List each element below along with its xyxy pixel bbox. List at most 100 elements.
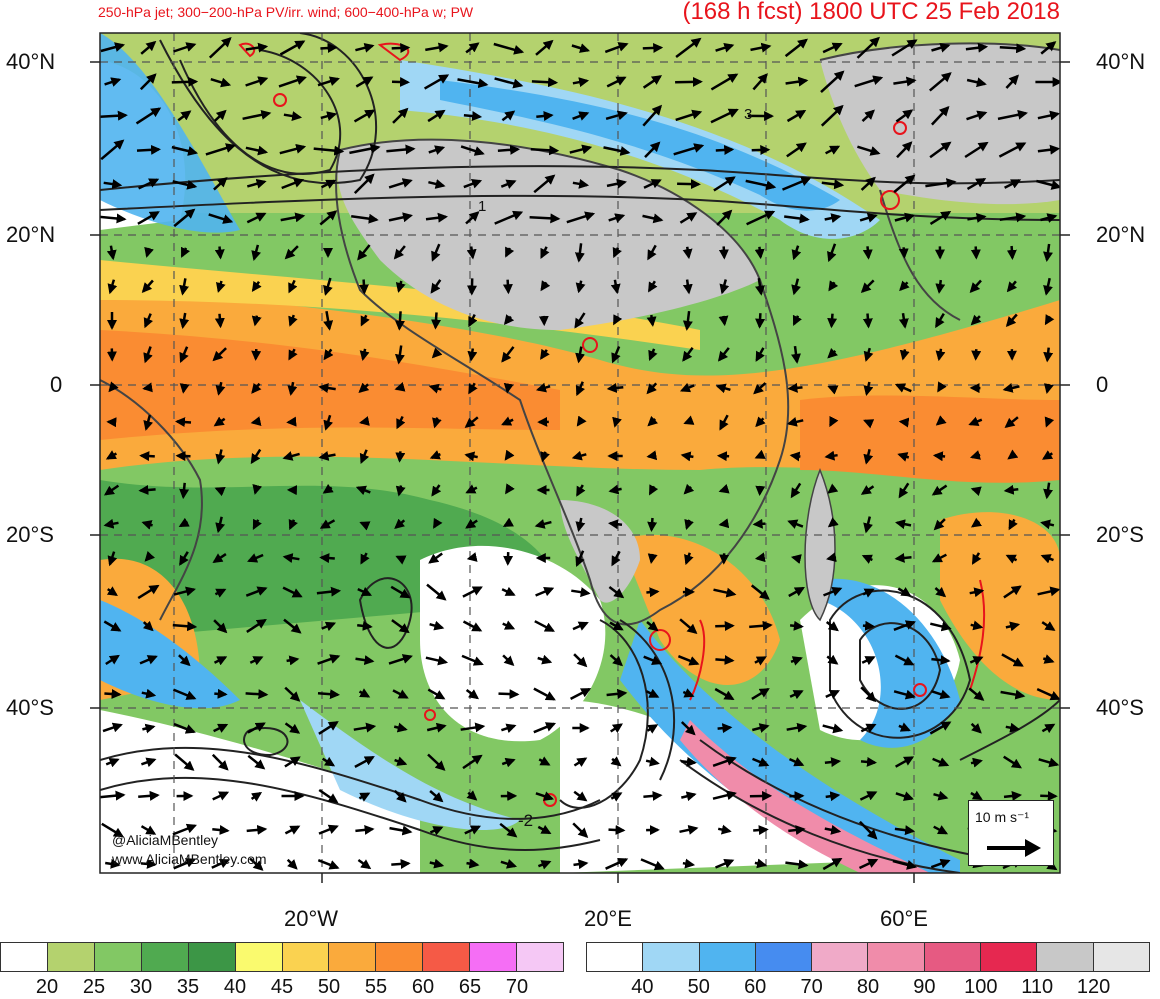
wind-vector: [715, 42, 735, 53]
wind-vector: [540, 348, 550, 360]
wind-vector: [1004, 416, 1019, 429]
wind-vector: [755, 347, 765, 362]
wind-vector: [172, 179, 198, 190]
wind-vector: [749, 620, 773, 631]
wind-vector: [142, 382, 153, 393]
wind-vector: [215, 381, 226, 396]
wind-vector: [503, 314, 515, 326]
wind-vector: [894, 654, 915, 666]
lon-label-60e: 60°E: [880, 906, 928, 931]
wind-vector: [359, 348, 370, 362]
wind-vector: [429, 790, 444, 803]
wind-vector: [609, 621, 624, 631]
wind-vector: [791, 278, 801, 296]
wind-vector: [359, 521, 371, 531]
wind-vector: [284, 825, 301, 835]
wind-vector: [323, 348, 334, 361]
wind-vector: [675, 37, 702, 58]
wind-vector: [679, 824, 699, 835]
wind-vector: [647, 244, 657, 261]
wind-vector: [423, 74, 450, 90]
wind-vector: [752, 73, 768, 91]
wind-vector: [1002, 383, 1020, 393]
wind-vector: [863, 449, 874, 465]
colorbar-tick-label: 70: [800, 976, 823, 998]
wind-vector: [970, 246, 981, 260]
wind-vector: [540, 280, 551, 292]
wind-vector: [642, 75, 663, 89]
wind-vector: [282, 553, 300, 564]
wind-vector: [605, 858, 629, 870]
wind-vector: [863, 419, 875, 429]
wind-vector: [1038, 757, 1060, 768]
wind-vector: [322, 483, 334, 494]
wind-vector: [929, 141, 952, 159]
wind-vector: [891, 39, 918, 57]
wind-vector: [893, 174, 916, 194]
wind-vector: [355, 76, 374, 88]
wind-vector: [898, 482, 910, 499]
watermark-handle: @AliciaMBentley: [112, 832, 219, 848]
wind-vector: [898, 722, 911, 732]
colorbar-tick-label: 45: [270, 976, 294, 998]
wind-vector: [970, 722, 982, 734]
wind-vector: [606, 76, 627, 88]
wind-vector: [284, 756, 301, 768]
wind-vector: [396, 415, 406, 430]
wind-vector: [140, 858, 157, 869]
wind-vector: [137, 584, 160, 600]
wind-vector: [212, 347, 227, 362]
wind-vector: [429, 826, 444, 836]
wind-vector: [205, 143, 237, 156]
wind-vector: [250, 791, 263, 802]
wind-vector: [100, 110, 128, 121]
wind-vector: [395, 485, 406, 497]
wind-vector: [575, 280, 586, 294]
wind-vector: [103, 620, 122, 632]
wind-vector: [1041, 621, 1056, 631]
wind-vector: [966, 110, 988, 121]
wind-vector: [246, 178, 267, 189]
wind-vector: [1042, 450, 1054, 460]
wind-vector: [969, 279, 982, 293]
wind-vector: [969, 656, 984, 666]
wind-vector: [971, 552, 982, 565]
wind-vector: [139, 73, 157, 91]
colorbar-cell: [1093, 943, 1149, 971]
wind-vector: [104, 77, 122, 87]
wind-vector: [107, 551, 118, 567]
wind-vector: [576, 484, 586, 497]
wind-vector: [281, 178, 305, 190]
wind-vector: [1044, 416, 1055, 428]
wind-vector: [824, 213, 842, 224]
wind-vector: [715, 144, 735, 155]
wind-vector: [177, 110, 192, 122]
wind-vector: [608, 519, 623, 530]
colorbar-cell: [141, 943, 189, 971]
wind-vector: [212, 824, 230, 835]
wind-vector: [603, 146, 631, 156]
wind-vector: [964, 141, 989, 159]
wind-vector: [318, 721, 339, 735]
wind-vector: [175, 451, 191, 462]
colorbar-cell: [47, 943, 95, 971]
colorbar-cell: [587, 943, 644, 971]
wind-vector: [318, 824, 339, 835]
wind-vector: [215, 449, 226, 465]
wind-vector: [786, 416, 804, 427]
wind-vector: [213, 656, 228, 666]
wind-vector: [214, 688, 228, 699]
wind-vector: [828, 280, 839, 292]
wind-vector: [999, 43, 1027, 54]
wind-vector: [465, 688, 480, 700]
lat-label-20n-left: 20°N: [6, 222, 56, 247]
wind-vector: [786, 142, 807, 158]
wind-vector: [530, 145, 560, 156]
wind-vector: [827, 313, 838, 329]
wind-vector: [971, 349, 982, 361]
wind-vector: [715, 655, 735, 666]
colorbar-tick-label: 80: [856, 976, 880, 998]
colorbar-cell: [188, 943, 236, 971]
wind-vector: [172, 823, 197, 836]
